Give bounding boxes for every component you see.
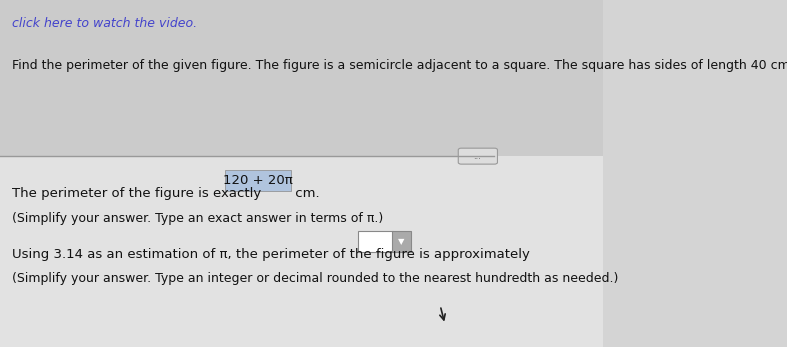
Text: (Simplify your answer. Type an integer or decimal rounded to the nearest hundred: (Simplify your answer. Type an integer o…	[12, 272, 619, 285]
Text: (Simplify your answer. Type an exact answer in terms of π.): (Simplify your answer. Type an exact ans…	[12, 212, 383, 225]
FancyBboxPatch shape	[357, 231, 394, 252]
Text: cm.: cm.	[291, 187, 320, 200]
Bar	[0, 156, 603, 347]
Text: The perimeter of the figure is exactly: The perimeter of the figure is exactly	[12, 187, 265, 200]
Text: Using 3.14 as an estimation of π, the perimeter of the figure is approximately: Using 3.14 as an estimation of π, the pe…	[12, 248, 534, 261]
Text: click here to watch the video.: click here to watch the video.	[12, 17, 198, 30]
Text: 120 + 20π: 120 + 20π	[223, 174, 292, 187]
Text: Find the perimeter of the given figure. The figure is a semicircle adjacent to a: Find the perimeter of the given figure. …	[12, 59, 787, 72]
Text: ▼: ▼	[398, 237, 405, 246]
FancyBboxPatch shape	[458, 148, 497, 164]
FancyBboxPatch shape	[225, 170, 290, 191]
Text: ...: ...	[474, 152, 482, 161]
FancyBboxPatch shape	[392, 231, 412, 252]
Bar	[0, 0, 603, 156]
